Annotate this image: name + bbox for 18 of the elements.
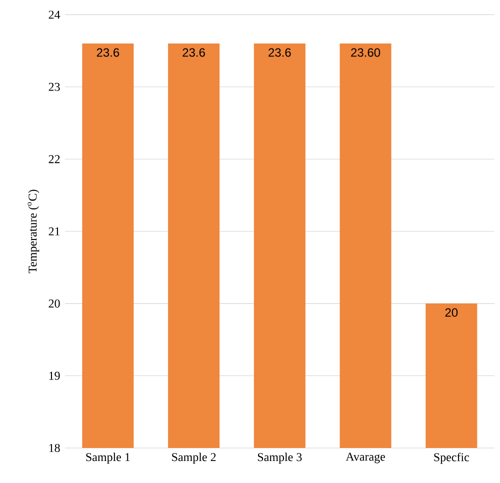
- y-tick-label: 24: [48, 10, 60, 19]
- y-axis-title: Temperature ($^{o}$C): [28, 190, 40, 274]
- x-tick-label: Sample 3: [258, 452, 302, 464]
- y-tick-label: 18: [49, 444, 60, 452]
- y-tick-label: 23: [48, 82, 60, 91]
- x-tick-label: Sample 2: [172, 452, 216, 464]
- data-label: 23.6: [96, 48, 120, 57]
- y-tick-label: 22: [48, 155, 60, 164]
- y-tick-label: 20: [48, 300, 60, 308]
- data-label: 23.6: [182, 48, 205, 57]
- data-label: 23.6: [268, 48, 291, 57]
- data-label: 23.60: [351, 48, 380, 57]
- x-tick-label: Specfic: [434, 452, 470, 464]
- y-tick-label: 21: [48, 227, 60, 236]
- y-tick-label: 19: [49, 372, 60, 380]
- x-tick-label: Avarage: [346, 452, 385, 464]
- x-tick-label: Sample 1: [86, 452, 130, 464]
- data-label: 20: [445, 308, 458, 317]
